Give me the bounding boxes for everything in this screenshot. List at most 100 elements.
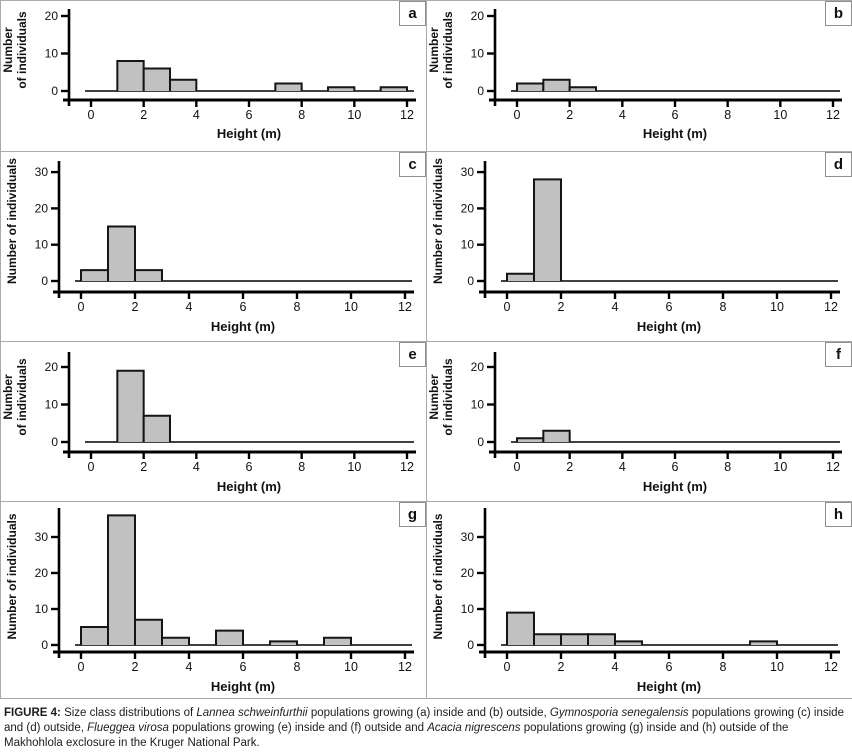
svg-text:4: 4 — [186, 300, 193, 314]
panel-label-f: f — [825, 342, 852, 367]
caption-segment: populations growing (c) inside and (d) o… — [4, 707, 844, 735]
svg-text:12: 12 — [400, 108, 414, 122]
svg-text:12: 12 — [824, 300, 838, 314]
x-axis-label: Height (m) — [217, 126, 281, 141]
svg-text:10: 10 — [35, 238, 49, 252]
svg-text:2: 2 — [558, 660, 565, 674]
histogram-svg-b: Number of individuals 0 10 20 0 2 4 6 8 10 12 Height… — [427, 9, 842, 141]
svg-text:20: 20 — [35, 566, 49, 580]
y-axis-label: of individuals — [441, 358, 455, 436]
svg-text:0: 0 — [78, 660, 85, 674]
svg-text:10: 10 — [344, 660, 358, 674]
svg-text:0: 0 — [41, 638, 48, 652]
svg-text:0: 0 — [504, 660, 511, 674]
svg-text:4: 4 — [619, 108, 626, 122]
svg-text:6: 6 — [672, 108, 679, 122]
svg-text:10: 10 — [770, 660, 784, 674]
panel-c: Number of individuals 0 10 20 30 0 2 4 6 8 10 12 Hei… — [1, 152, 427, 342]
svg-text:0: 0 — [51, 84, 58, 98]
histogram-svg-d: Number of individuals 0 10 20 30 0 2 4 6 8 10 12 Hei… — [431, 158, 840, 334]
caption-segment: populations growing (e) inside and (f) o… — [168, 722, 428, 735]
caption-segment: Size class distributions of — [64, 707, 197, 719]
svg-text:10: 10 — [471, 47, 485, 61]
svg-text:10: 10 — [35, 602, 49, 616]
svg-text:10: 10 — [45, 398, 59, 412]
svg-text:20: 20 — [45, 9, 59, 23]
svg-text:10: 10 — [773, 460, 787, 474]
svg-text:20: 20 — [471, 9, 485, 23]
x-axis-label: Height (m) — [643, 479, 707, 494]
y-axis-label: Number — [1, 374, 15, 420]
panel-e: Number of individuals 0 10 20 0 2 4 6 8 10 12 Height… — [1, 342, 427, 502]
histogram-svg-a: Number of individuals 0 10 20 0 2 4 6 8 10 12 Height… — [1, 9, 416, 141]
y-axis-label: Number — [427, 374, 441, 420]
panel-a: Number of individuals 0 10 20 0 2 4 6 8 10 12 Height… — [1, 1, 427, 152]
svg-text:0: 0 — [467, 638, 474, 652]
svg-text:0: 0 — [88, 108, 95, 122]
svg-text:2: 2 — [558, 300, 565, 314]
y-axis-label: of individuals — [441, 11, 455, 89]
svg-text:0: 0 — [477, 435, 484, 449]
svg-text:30: 30 — [461, 530, 475, 544]
histogram-svg-f: Number of individuals 0 10 20 0 2 4 6 8 10 12 Height… — [427, 352, 842, 494]
svg-text:0: 0 — [41, 274, 48, 288]
caption-segment: Lannea schweinfurthii — [196, 707, 308, 719]
svg-text:12: 12 — [824, 660, 838, 674]
svg-text:0: 0 — [514, 460, 521, 474]
panel-label-e: e — [399, 342, 426, 367]
svg-text:8: 8 — [720, 660, 727, 674]
svg-text:10: 10 — [344, 300, 358, 314]
caption-segment: populations growing (g) inside and (h) o… — [4, 722, 789, 750]
svg-text:2: 2 — [566, 108, 573, 122]
panel-label-a: a — [399, 1, 426, 26]
panel-label-h: h — [825, 502, 852, 527]
y-axis-label: of individuals — [15, 358, 29, 436]
panel-d: Number of individuals 0 10 20 30 0 2 4 6 8 10 12 Hei… — [427, 152, 852, 342]
figure-caption: FIGURE 4: Size class distributions of La… — [0, 699, 852, 752]
svg-text:2: 2 — [132, 300, 139, 314]
svg-text:8: 8 — [294, 660, 301, 674]
svg-text:2: 2 — [140, 108, 147, 122]
svg-text:12: 12 — [398, 660, 412, 674]
panel-h: Number of individuals 0 10 20 30 0 2 4 6 8 10 12 Hei… — [427, 502, 852, 699]
histogram-svg-g: Number of individuals 0 10 20 30 0 2 4 6 8 10 12 Hei… — [5, 508, 414, 694]
panel-f: Number of individuals 0 10 20 0 2 4 6 8 10 12 Height… — [427, 342, 852, 502]
y-axis-label: Number of individuals — [431, 158, 445, 284]
svg-text:10: 10 — [770, 300, 784, 314]
svg-text:0: 0 — [477, 84, 484, 98]
x-axis-label: Height (m) — [637, 319, 701, 334]
caption-segment: Gymnosporia senegalensis — [549, 707, 689, 719]
x-axis-label: Height (m) — [643, 126, 707, 141]
svg-text:6: 6 — [672, 460, 679, 474]
x-axis-label: Height (m) — [211, 319, 275, 334]
caption-segment: FIGURE 4: — [4, 707, 65, 719]
svg-text:30: 30 — [461, 165, 475, 179]
x-axis-label: Height (m) — [637, 679, 701, 694]
svg-text:8: 8 — [298, 460, 305, 474]
svg-text:6: 6 — [246, 460, 253, 474]
panel-label-c: c — [399, 152, 426, 177]
y-axis-label: Number — [427, 27, 441, 73]
svg-text:6: 6 — [666, 660, 673, 674]
svg-text:8: 8 — [724, 460, 731, 474]
svg-text:12: 12 — [826, 460, 840, 474]
svg-text:8: 8 — [720, 300, 727, 314]
histogram-svg-h: Number of individuals 0 10 20 30 0 2 4 6 8 10 12 Hei… — [431, 508, 840, 694]
svg-text:12: 12 — [400, 460, 414, 474]
svg-text:30: 30 — [35, 165, 49, 179]
panel-g: Number of individuals 0 10 20 30 0 2 4 6 8 10 12 Hei… — [1, 502, 427, 699]
svg-text:4: 4 — [612, 660, 619, 674]
svg-text:0: 0 — [51, 435, 58, 449]
svg-text:0: 0 — [78, 300, 85, 314]
svg-text:0: 0 — [88, 460, 95, 474]
histogram-svg-c: Number of individuals 0 10 20 30 0 2 4 6 8 10 12 Hei… — [5, 158, 414, 334]
svg-text:12: 12 — [398, 300, 412, 314]
svg-text:6: 6 — [666, 300, 673, 314]
panel-label-d: d — [825, 152, 852, 177]
svg-text:0: 0 — [467, 274, 474, 288]
x-axis-label: Height (m) — [217, 479, 281, 494]
panel-label-g: g — [399, 502, 426, 527]
svg-text:4: 4 — [186, 660, 193, 674]
svg-text:20: 20 — [461, 566, 475, 580]
